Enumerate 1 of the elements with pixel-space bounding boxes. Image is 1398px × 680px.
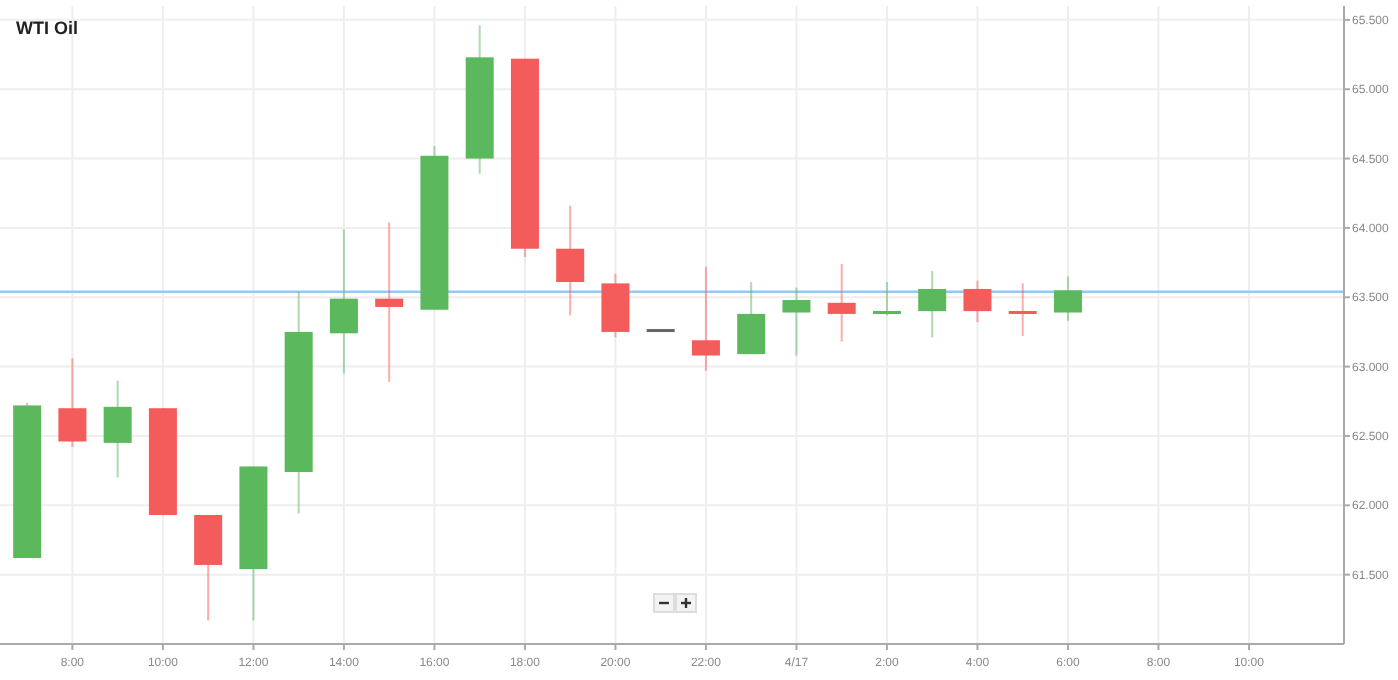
text: WTI Oil (16, 18, 78, 38)
